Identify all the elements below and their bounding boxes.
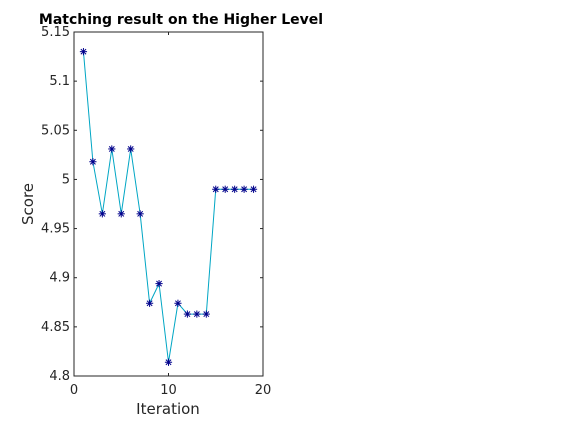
data-series (79, 48, 258, 366)
x-tick-label: 20 (255, 383, 272, 398)
y-tick-label: 5 (62, 172, 70, 187)
data-point-marker (117, 210, 125, 218)
y-tick-label: 4.8 (49, 369, 70, 384)
x-axis: 0 10 20 (70, 32, 271, 398)
x-tick-label: 10 (160, 383, 177, 398)
data-point-marker (89, 158, 97, 166)
data-point-marker (183, 310, 191, 318)
data-point-marker (240, 185, 248, 193)
plot-area (73, 31, 264, 377)
y-tick-label: 4.9 (49, 271, 70, 286)
data-point-marker (202, 310, 210, 318)
data-point-marker (108, 145, 116, 153)
data-point-marker (164, 358, 173, 366)
y-tick-label: 4.95 (41, 222, 70, 237)
y-tick-label: 5.1 (49, 74, 70, 89)
data-point-marker (136, 210, 144, 218)
y-tick-label: 4.85 (41, 320, 70, 335)
data-point-marker (79, 48, 88, 56)
data-point-marker (212, 185, 220, 193)
y-axis: 4.8 4.85 4.9 4.95 5 5.05 5.1 5.15 (41, 25, 263, 384)
x-axis-label: Iteration (136, 400, 200, 418)
data-point-marker (155, 280, 163, 288)
data-point-marker (249, 185, 258, 193)
data-point-marker (174, 299, 182, 307)
chart-title: Matching result on the Higher Level (39, 12, 323, 28)
y-axis-label: Score (19, 183, 37, 225)
data-point-marker (193, 310, 201, 318)
data-point-marker (221, 185, 229, 193)
data-point-marker (146, 299, 154, 307)
data-point-marker (127, 145, 135, 153)
x-tick-label: 0 (70, 383, 78, 398)
y-tick-label: 5.05 (41, 123, 70, 138)
data-point-marker (98, 210, 106, 218)
y-tick-label: 5.15 (41, 25, 70, 40)
data-point-marker (231, 185, 239, 193)
